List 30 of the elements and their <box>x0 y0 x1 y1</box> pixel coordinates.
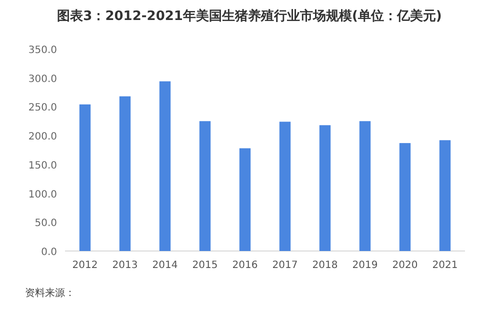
x-tick-label: 2013 <box>112 260 138 271</box>
bar <box>439 140 451 251</box>
bar <box>199 121 211 251</box>
bar <box>239 148 251 251</box>
bar <box>359 121 371 251</box>
x-tick-label: 2017 <box>272 260 298 271</box>
y-tick-label: 100.0 <box>28 189 57 200</box>
bar <box>159 81 171 251</box>
bar <box>279 122 291 251</box>
y-tick-label: 350.0 <box>28 45 57 56</box>
x-tick-label: 2020 <box>392 260 418 271</box>
y-tick-label: 150.0 <box>28 160 57 172</box>
x-tick-label: 2015 <box>192 260 218 271</box>
chart-title: 图表3：2012-2021年美国生猪养殖行业市场规模(单位：亿美元) <box>57 8 442 24</box>
y-tick-label: 0.0 <box>41 247 57 258</box>
bar <box>319 125 331 251</box>
bar <box>119 96 131 251</box>
y-tick-label: 300.0 <box>28 74 57 85</box>
text: 资料来源： <box>25 287 75 299</box>
y-tick-label: 250.0 <box>28 102 57 114</box>
x-tick-label: 2012 <box>72 260 98 271</box>
x-tick-label: 2014 <box>152 260 178 271</box>
x-tick-label: 2021 <box>432 260 458 271</box>
bar <box>79 104 91 251</box>
y-tick-label: 200.0 <box>28 132 57 143</box>
x-tick-label: 2018 <box>312 260 338 271</box>
x-tick-label: 2019 <box>352 260 378 271</box>
x-tick-label: 2016 <box>232 260 258 271</box>
y-tick-label: 50.0 <box>34 218 57 230</box>
bar <box>399 143 411 251</box>
